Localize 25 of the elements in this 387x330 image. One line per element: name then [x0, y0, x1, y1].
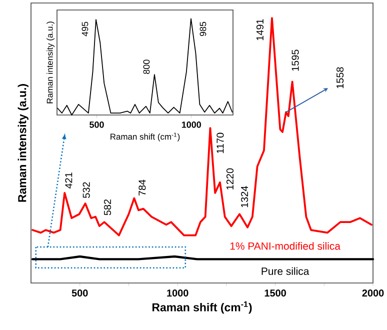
annotation: 495: [82, 22, 88, 36]
y-axis-title: Raman intensity (a.u.): [46, 22, 54, 104]
annotation: 582: [104, 199, 112, 216]
annotation: 985: [200, 22, 206, 36]
y-axis-title: Raman intensity (a.u.): [18, 84, 28, 202]
annotation: 1595: [292, 50, 299, 71]
annotation: 1220: [226, 168, 234, 190]
series-label: Pure silica: [262, 267, 310, 275]
annotation: 532: [82, 182, 90, 198]
annotation: 784: [138, 180, 146, 196]
x-tick-label: 1000: [167, 290, 188, 297]
annotation: 1170: [216, 132, 224, 154]
annotation: 1558: [336, 67, 344, 88]
annotation: 800: [143, 60, 150, 74]
x-axis-title: Raman shift (cm$^{-1}$): [110, 132, 180, 142]
x-axis-title: Raman shift (cm$^{-1}$): [152, 301, 252, 314]
x-tick-label: 2000: [362, 290, 384, 297]
x-tick-label: 1000: [182, 122, 201, 128]
x-tick-label: 500: [72, 290, 88, 297]
annotation: 1491: [256, 19, 264, 40]
annotation: 1324: [241, 186, 248, 208]
series-label: 1% PANI-modified silica: [230, 242, 340, 250]
x-tick-label: 1500: [264, 290, 286, 297]
x-tick-label: 500: [90, 122, 104, 128]
annotation: 421: [65, 172, 72, 189]
